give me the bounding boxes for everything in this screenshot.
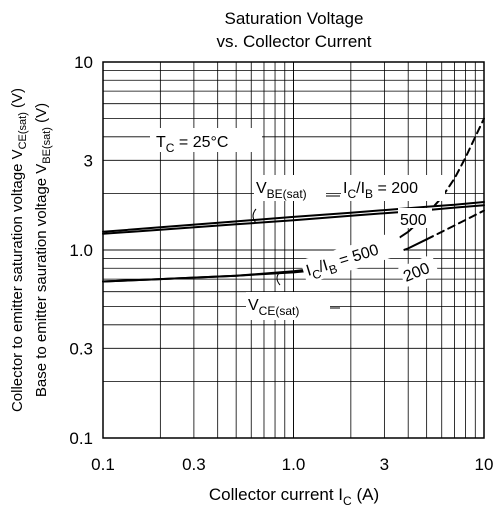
x-tick-label: 10	[475, 455, 494, 474]
x-tick-label: 0.1	[91, 455, 115, 474]
y-tick-label: 0.1	[69, 429, 93, 448]
vce-label-bg	[246, 292, 330, 320]
vbe-label: VBE(sat)	[256, 180, 307, 201]
chart-title-line-1: Saturation Voltage	[225, 9, 364, 28]
series-line-6	[425, 209, 485, 241]
y-tick-label: 10	[74, 53, 93, 72]
label-500: 500	[400, 212, 427, 229]
x-tick-labels: 0.1 0.3 1.0 3 10	[91, 455, 493, 474]
x-tick-label: 0.3	[182, 455, 206, 474]
x-tick-label: 1.0	[282, 455, 306, 474]
y-axis-label-line-1: Collector to emitter saturation voltage …	[9, 88, 29, 412]
vce-label: VCE(sat)	[248, 297, 299, 318]
x-tick-label: 3	[380, 455, 389, 474]
label-500-bg	[398, 208, 432, 228]
y-axis-label-line-2: Base to emitter sauration voltage VBE(sa…	[33, 103, 53, 397]
tc-label-bg	[150, 128, 262, 152]
y-tick-label: 1.0	[69, 241, 93, 260]
vbe-bracket-mark	[252, 208, 257, 224]
plot-frame	[102, 61, 485, 439]
y-tick-label: 3	[84, 151, 93, 170]
vce-bracket-mark	[276, 271, 281, 286]
ratio-200-label: IC/IB = 200	[343, 180, 418, 201]
annotations: TC = 25°C VBE(sat) IC/IB = 200 500 IC/IB…	[150, 128, 445, 320]
label-200: 200	[398, 254, 440, 288]
tc-label: TC = 25°C	[156, 134, 228, 155]
ratio-500-bg	[300, 230, 405, 284]
ratio-200-bg	[341, 175, 445, 201]
y-tick-labels: 0.1 0.3 1.0 3 10	[69, 53, 93, 448]
ratio-500-label: IC/IB = 500	[300, 230, 405, 284]
grid	[102, 61, 485, 439]
label-200-bg	[398, 254, 440, 288]
series-line-1	[102, 201, 485, 233]
y-tick-label: 0.3	[69, 339, 93, 358]
x-axis-label: Collector current IC (A)	[209, 485, 379, 508]
chart-title-line-2: vs. Collector Current	[217, 32, 372, 51]
vbe-label-bg	[254, 175, 326, 201]
series-line-2	[102, 204, 485, 235]
